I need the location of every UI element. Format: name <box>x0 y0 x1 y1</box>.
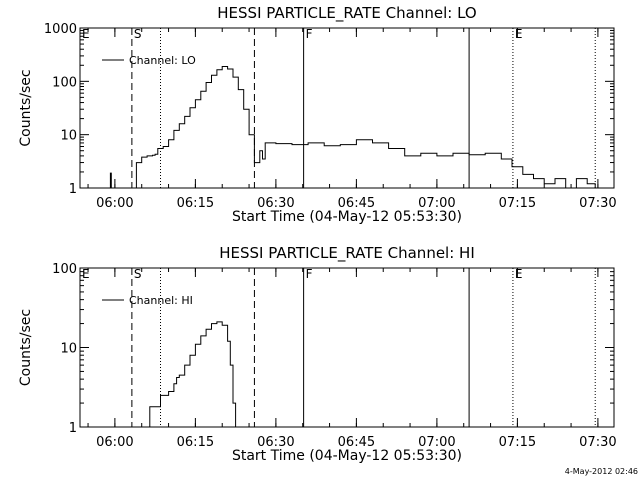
chart1-legend-label: Channel: HI <box>129 294 193 307</box>
chart0-x-tick-label: 06:30 <box>257 196 294 211</box>
chart0-series-0-line <box>109 66 596 188</box>
chart0-x-tick-label: 06:00 <box>96 196 133 211</box>
chart0-marker-label: S <box>134 27 142 41</box>
chart0-y-axis-label: Counts/sec <box>18 69 34 146</box>
chart1-x-tick-label: 07:30 <box>579 435 616 450</box>
chart1-marker-label: F <box>306 267 313 281</box>
chart1-panel: HESSI PARTICLE_RATE Channel: HI 1 10 100 06:… <box>18 244 617 464</box>
chart0-marker-label: F <box>306 27 313 41</box>
chart1-marker-label: S <box>134 267 142 281</box>
chart1-x-tick-label: 06:15 <box>177 435 214 450</box>
footer-stamp: 4-May-2012 02:46 <box>565 467 638 476</box>
chart0-x-tick-label: 07:00 <box>418 196 455 211</box>
chart0-x-tick-label: 07:15 <box>499 196 536 211</box>
chart0-x-tick-label: 07:30 <box>579 196 616 211</box>
chart1-x-tick-label: 06:00 <box>96 435 133 450</box>
chart0-panel: HESSI PARTICLE_RATE Channel: LO 1 10 100 100… <box>18 4 617 225</box>
chart1-series-0-line <box>146 321 237 427</box>
chart1-y-tick-label: 100 <box>52 262 77 277</box>
chart1-marker-label: E <box>82 267 90 281</box>
chart1-y-tick-label: 1 <box>69 421 77 436</box>
chart1-title: HESSI PARTICLE_RATE Channel: HI <box>219 244 475 263</box>
chart0-legend-label: Channel: LO <box>129 54 196 67</box>
chart1-x-tick-label: 06:45 <box>338 435 375 450</box>
chart0-x-axis-label: Start Time (04-May-12 05:53:30) <box>232 209 462 225</box>
chart0-x-tick-label: 06:15 <box>177 196 214 211</box>
chart1-x-tick-label: 06:30 <box>257 435 294 450</box>
chart0-marker-label: E <box>82 27 90 41</box>
chart1-y-tick-label: 10 <box>60 342 77 357</box>
chart1-x-tick-label: 07:15 <box>499 435 536 450</box>
chart0-y-tick-label: 1 <box>69 182 77 197</box>
chart1-x-tick-label: 07:00 <box>418 435 455 450</box>
chart1-y-axis-label: Counts/sec <box>18 309 34 386</box>
chart0-y-tick-label: 100 <box>52 75 77 90</box>
chart1-x-axis-label: Start Time (04-May-12 05:53:30) <box>232 448 462 464</box>
chart1-marker-label: E <box>515 267 523 281</box>
chart0-marker-label: E <box>515 27 523 41</box>
chart0-y-tick-label: 1000 <box>44 22 77 37</box>
chart0-title: HESSI PARTICLE_RATE Channel: LO <box>217 4 476 23</box>
chart0-x-tick-label: 06:45 <box>338 196 375 211</box>
chart0-y-tick-label: 10 <box>60 129 77 144</box>
chart0-plot-frame <box>79 27 615 189</box>
